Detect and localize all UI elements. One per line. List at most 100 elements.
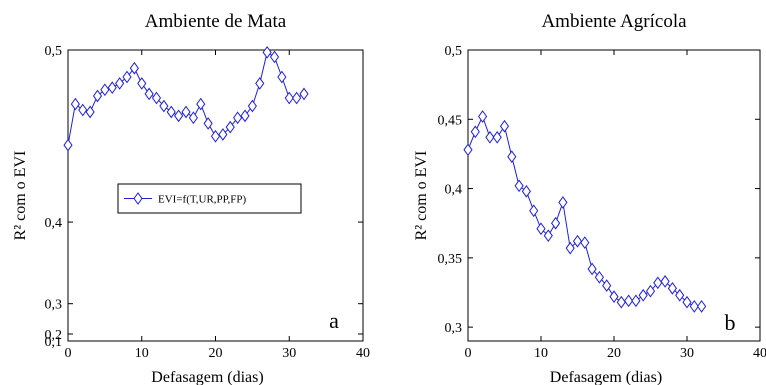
data-point xyxy=(166,105,176,119)
data-point xyxy=(92,89,103,103)
data-point xyxy=(85,105,95,119)
y-tick-label: 0,45 xyxy=(438,113,463,128)
data-point xyxy=(631,294,641,308)
data-point xyxy=(299,87,309,101)
x-axis-label: Defasagem (dias) xyxy=(550,369,662,385)
x-tick-label: 0 xyxy=(465,346,472,361)
data-point xyxy=(262,45,272,59)
data-point xyxy=(159,99,169,113)
legend-marker xyxy=(133,192,143,205)
data-point xyxy=(196,97,206,111)
y-tick-label: 0,3 xyxy=(445,321,463,336)
data-point xyxy=(645,284,656,298)
data-point xyxy=(660,275,670,288)
legend: EVI=f(T,UR,PP,FP) xyxy=(117,183,302,214)
data-point xyxy=(514,179,524,193)
data-point xyxy=(218,128,228,141)
y-tick-label: 0,1 xyxy=(45,335,63,350)
data-point xyxy=(122,70,132,84)
data-point xyxy=(233,111,243,125)
panel-label: b xyxy=(725,310,736,335)
data-point xyxy=(594,270,604,284)
data-point xyxy=(587,262,597,276)
chart-title: Ambiente Agrícola xyxy=(541,11,687,32)
data-point xyxy=(137,77,147,90)
data-point xyxy=(551,216,561,230)
y-tick-label: 0,4 xyxy=(445,183,463,198)
data-point xyxy=(269,50,280,64)
data-point xyxy=(485,130,495,144)
data-point xyxy=(602,279,612,292)
panel-label: a xyxy=(329,308,339,333)
data-point xyxy=(543,229,553,243)
data-point xyxy=(521,184,531,198)
chart-mata: Ambiente de Mata 0 10 20 30 40 0,10,2 0,3 0,4 0,5… xyxy=(12,11,370,385)
y-tick-label: 0,35 xyxy=(438,252,463,267)
x-tick-label: 30 xyxy=(680,346,694,361)
x-tick-label: 40 xyxy=(356,346,370,361)
data-point xyxy=(689,300,699,313)
y-tick-label: 0,2 xyxy=(45,328,63,343)
legend-label: EVI=f(T,UR,PP,FP) xyxy=(158,194,247,206)
y-tick-label: 0,5 xyxy=(445,44,463,59)
data-point xyxy=(284,91,294,105)
data-point xyxy=(129,61,139,75)
data-point xyxy=(529,204,539,218)
data-point xyxy=(63,138,73,152)
x-tick-label: 0 xyxy=(65,346,72,361)
data-point xyxy=(181,105,191,119)
data-point xyxy=(247,99,257,113)
data-point xyxy=(638,288,648,302)
data-point xyxy=(255,77,265,90)
data-point xyxy=(667,281,677,295)
data-point xyxy=(210,129,221,143)
x-tick-label: 10 xyxy=(534,346,548,361)
data-point xyxy=(292,91,302,105)
y-axis-label: R² com o EVI xyxy=(413,151,430,241)
data-point xyxy=(225,120,235,134)
data-point xyxy=(558,196,568,209)
data-point xyxy=(78,103,88,117)
data-point xyxy=(499,119,510,133)
data-point xyxy=(653,276,663,290)
y-tick-label: 0,3 xyxy=(45,298,63,313)
data-point xyxy=(240,109,250,123)
data-point xyxy=(609,290,619,304)
y-tick-label: 0,4 xyxy=(45,216,63,231)
data-point xyxy=(174,109,184,123)
data-point xyxy=(580,236,590,249)
chart-agricola: Ambiente Agrícola 0 10 20 30 40 0,3 0,35 0,4 0,45… xyxy=(413,11,766,385)
x-tick-label: 30 xyxy=(282,346,296,361)
data-point xyxy=(151,91,162,105)
data-point xyxy=(572,234,583,248)
data-point xyxy=(616,295,626,309)
x-axis-label: Defasagem (dias) xyxy=(151,369,263,385)
data-point xyxy=(565,241,575,255)
data-point xyxy=(277,70,287,84)
series-line xyxy=(67,51,305,146)
data-point xyxy=(697,300,707,313)
y-tick-label: 0,5 xyxy=(45,44,63,59)
data-point xyxy=(144,87,154,101)
data-point xyxy=(203,117,213,130)
data-point xyxy=(70,97,80,111)
data-point xyxy=(624,294,634,308)
data-point xyxy=(478,110,488,123)
x-tick-label: 20 xyxy=(607,346,621,361)
x-tick-label: 20 xyxy=(209,346,223,361)
data-point xyxy=(463,143,473,157)
data-point xyxy=(115,77,125,90)
x-tick-label: 10 xyxy=(135,346,149,361)
data-point xyxy=(507,150,517,164)
data-point xyxy=(100,83,110,97)
y-axis-label: R² com o EVI xyxy=(12,151,29,241)
data-point xyxy=(675,288,685,302)
chart-title: Ambiente de Mata xyxy=(145,11,287,32)
x-tick-label: 40 xyxy=(753,346,766,361)
data-point xyxy=(492,130,502,144)
data-point xyxy=(536,222,546,236)
data-point xyxy=(470,125,480,139)
data-point xyxy=(107,81,117,95)
data-point xyxy=(188,111,198,125)
